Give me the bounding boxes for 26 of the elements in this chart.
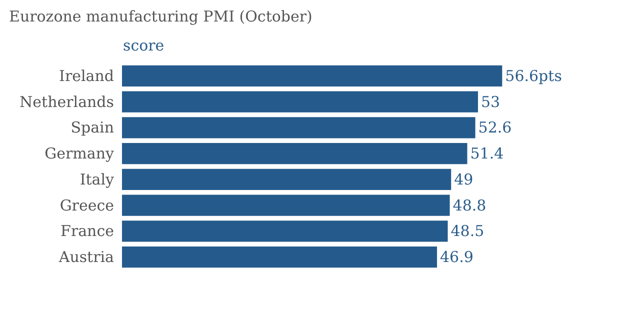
bar (122, 220, 448, 242)
x-axis-title: score (123, 36, 164, 54)
bar (122, 117, 476, 138)
y-tick-label: Austria (58, 248, 114, 266)
y-tick-label: France (60, 222, 114, 240)
data-label: 51.4 (470, 144, 504, 163)
y-tick-label: Greece (60, 196, 114, 214)
data-label: 56.6pts (505, 66, 562, 85)
bar (122, 246, 438, 268)
bar (122, 168, 452, 190)
y-tick-label: Ireland (59, 66, 114, 85)
y-tick-label: Germany (44, 144, 115, 163)
data-label: 46.9 (440, 248, 474, 266)
y-tick-label: Spain (70, 118, 114, 137)
bar (122, 91, 478, 112)
data-label: 48.5 (450, 222, 484, 240)
bar (122, 142, 468, 164)
data-label: 48.8 (452, 196, 486, 214)
data-label: 53 (480, 92, 500, 111)
y-tick-label: Italy (80, 170, 115, 188)
data-label: 49 (454, 170, 474, 188)
chart-title: Eurozone manufacturing PMI (October) (9, 8, 312, 26)
bar (122, 194, 450, 216)
data-label: 52.6 (478, 118, 512, 137)
bar (122, 65, 502, 87)
y-tick-label: Netherlands (20, 92, 114, 111)
